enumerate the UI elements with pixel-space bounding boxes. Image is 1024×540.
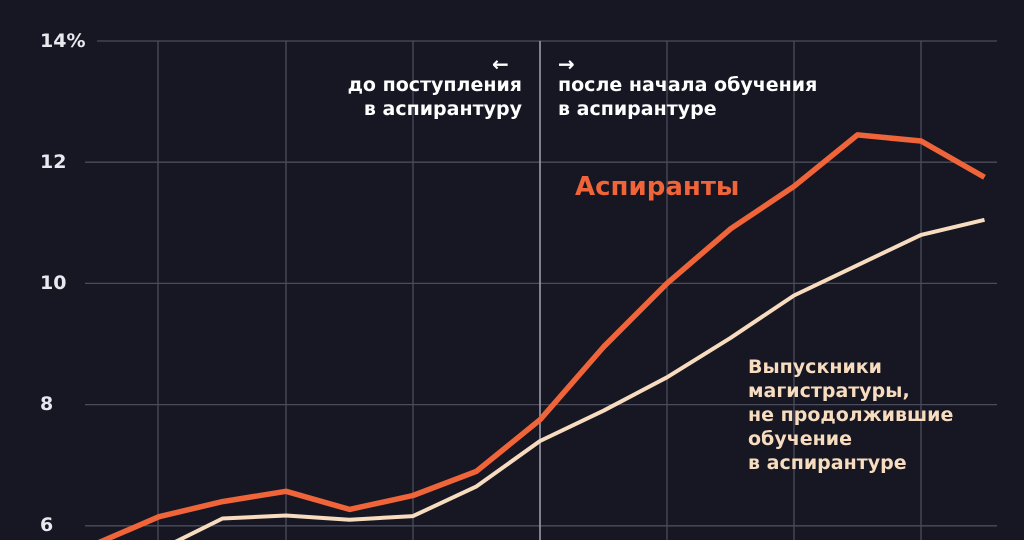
label-line: Выпускники [748,356,882,378]
y-tick-6: 6 [40,514,54,536]
series-line-graduates [174,217,985,540]
y-tick-14: 14% [40,30,86,52]
label-line: обучение [748,428,852,450]
before-enrollment-note: до поступления в аспирантуру [348,73,522,121]
note-line: до поступления [347,74,522,96]
series-label-aspirants: Аспиранты [575,172,740,202]
after-enrollment-note: после начала обучения в аспирантуре [558,73,817,121]
series-label-graduates: Выпускники магистратуры, не продолжившие… [748,355,953,475]
label-line: в аспирантуре [748,452,907,474]
y-tick-10: 10 [40,272,67,294]
label-line: магистратуры, [748,380,910,402]
note-line: в аспирантуру [363,98,522,120]
left-arrow-icon: ← [492,52,509,76]
series-line-aspirants [97,132,986,540]
right-arrow-icon: → [558,52,575,76]
note-line: после начала обучения [558,74,818,96]
y-tick-12: 12 [40,151,67,173]
y-tick-8: 8 [40,393,54,415]
label-line: не продолжившие [748,404,954,426]
note-line: в аспирантуре [558,98,717,120]
